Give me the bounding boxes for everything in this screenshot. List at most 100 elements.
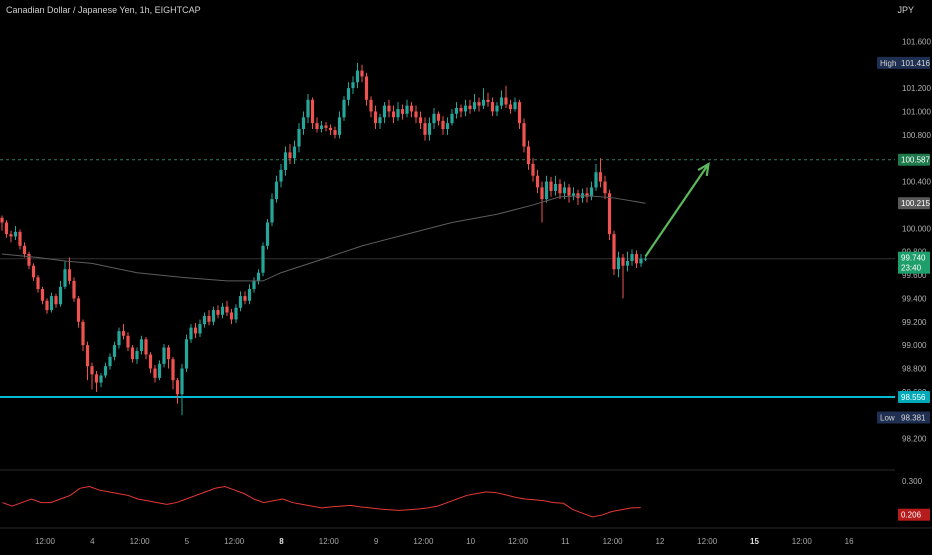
candle-body — [225, 306, 229, 313]
dashed-level-label-value: 100.587 — [901, 156, 930, 165]
candle-body — [373, 111, 378, 124]
candle-body — [40, 289, 45, 301]
candle-body — [22, 245, 27, 255]
candle-body — [616, 257, 621, 270]
candle-body — [256, 272, 261, 281]
high-label-box — [877, 56, 930, 69]
candle-body — [504, 97, 508, 105]
candle-body — [243, 296, 247, 301]
candle-body — [414, 111, 418, 118]
candle-body — [148, 354, 153, 369]
currency-label: JPY — [897, 5, 914, 15]
candle-body — [486, 99, 490, 103]
candle-body — [301, 117, 306, 129]
indicator-last-box — [898, 508, 930, 521]
candle-body — [535, 175, 540, 188]
candle-body — [369, 99, 373, 112]
candle-body — [234, 307, 238, 320]
candle-body — [9, 234, 13, 237]
candle-body — [274, 181, 279, 200]
candle-body — [513, 102, 517, 110]
candle-body — [342, 99, 346, 118]
candle-body — [220, 306, 225, 315]
candle-body — [252, 280, 256, 290]
candle-body — [247, 289, 252, 301]
candle-body — [643, 258, 648, 260]
time-tick-label: 11 — [561, 537, 570, 546]
candle-body — [531, 164, 535, 176]
candle-body — [58, 286, 63, 305]
time-tick-label: 12:00 — [603, 537, 624, 546]
candle-body — [346, 88, 351, 100]
candle-body — [292, 146, 297, 159]
candle-body — [0, 217, 4, 223]
candle-body — [135, 351, 139, 360]
candle-body — [585, 193, 589, 197]
overlays — [1, 161, 710, 282]
candle-body — [270, 199, 274, 223]
time-tick-label: 12:00 — [413, 537, 434, 546]
price-tick-label: 98.800 — [902, 365, 927, 374]
candle-body — [463, 105, 468, 112]
time-tick-label: 12:00 — [508, 537, 529, 546]
time-tick-label: 12 — [655, 537, 664, 546]
candle-body — [337, 117, 342, 135]
time-tick-label: 12:00 — [319, 537, 340, 546]
candle-body — [238, 296, 243, 308]
candle-body — [229, 312, 234, 320]
price-tick-label: 99.400 — [902, 294, 927, 303]
candle-body — [351, 82, 355, 89]
candle-body — [625, 261, 630, 266]
candle-body — [427, 123, 432, 135]
candle-body — [441, 120, 445, 129]
time-tick-label: 10 — [466, 537, 475, 546]
dashed-level-label-box — [898, 153, 930, 166]
candle-body — [180, 368, 184, 395]
candle-body — [445, 123, 450, 129]
candle-body — [355, 70, 360, 83]
candle-body — [36, 277, 40, 290]
candle-body — [279, 169, 283, 182]
candle-body — [27, 254, 31, 266]
candle-body — [157, 363, 162, 378]
candle-body — [306, 99, 310, 118]
candle-body — [319, 125, 324, 129]
price-tick-label: 99.000 — [902, 341, 927, 350]
time-axis[interactable]: 12:00 4 12:00 5 12:00 8 12:00 9 12:00 10 12:00 11 12… — [35, 537, 854, 546]
candle-body — [549, 181, 553, 191]
candle-body — [198, 324, 202, 334]
candle-body — [571, 193, 576, 196]
candle-body — [481, 99, 486, 106]
candle-body — [4, 222, 9, 235]
price-tick-label: 101.600 — [902, 37, 931, 46]
candle-body — [607, 193, 612, 235]
candle-body — [360, 70, 364, 77]
grid — [0, 469, 932, 529]
dashed-level-label: 100.587 — [898, 153, 930, 166]
candle-body — [409, 105, 414, 112]
candle-body — [378, 117, 382, 124]
ma-value-label-value: 100.215 — [901, 199, 930, 208]
candle-body — [162, 347, 166, 364]
chart-title: Canadian Dollar / Japanese Yen, 1h, EIGH… — [6, 5, 201, 15]
time-tick-label: 4 — [90, 537, 95, 546]
candle-body — [49, 296, 54, 311]
time-tick-label: 12:00 — [697, 537, 718, 546]
candle-body — [544, 181, 549, 200]
support-level-label-box — [898, 391, 930, 404]
candle-body — [193, 327, 198, 334]
candle-body — [297, 129, 301, 147]
price-axis[interactable]: 101.600 101.200 101.000 100.800 100.400 100.0… — [877, 37, 931, 444]
candle-body — [324, 125, 328, 128]
ma-value-label: 100.215 — [898, 197, 930, 210]
candle-body — [63, 269, 67, 287]
countdown-value: 23:40 — [901, 264, 922, 273]
price-tick-label: 101.200 — [902, 84, 931, 93]
candle-body — [612, 234, 616, 270]
candle-body — [328, 127, 333, 131]
support-level-label: 98.556 — [898, 391, 930, 404]
candle-body — [207, 315, 211, 322]
